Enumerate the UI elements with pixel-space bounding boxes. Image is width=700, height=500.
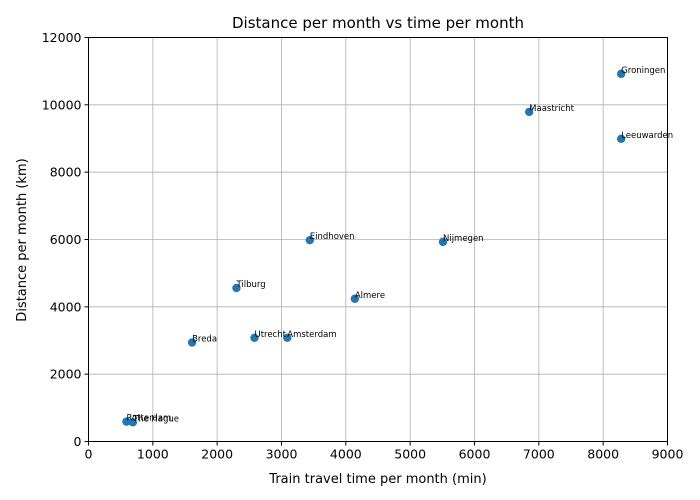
y-tick-label: 2000 <box>50 367 82 382</box>
data-point-label: The Hague <box>132 414 179 424</box>
x-tick-label: 4000 <box>330 447 362 462</box>
y-tick-label: 4000 <box>50 299 82 314</box>
y-axis-ticks: 0 2000 4000 6000 8000 10000 12000 <box>42 30 89 449</box>
data-point <box>128 418 138 427</box>
points-layer <box>122 69 626 427</box>
y-tick-label: 12000 <box>42 30 82 45</box>
x-axis-label: Train travel time per month (min) <box>268 472 486 487</box>
data-point <box>232 283 241 293</box>
y-tick-label: 6000 <box>50 232 82 247</box>
data-point-label: Almere <box>355 291 385 301</box>
x-tick-label: 2000 <box>201 447 233 462</box>
x-tick-label: 9000 <box>652 447 684 462</box>
data-point-label: Maastricht <box>529 104 574 114</box>
data-point-label: Eindhoven <box>310 232 355 242</box>
chart-title: Distance per month vs time per month <box>232 14 524 32</box>
x-tick-label: 3000 <box>266 447 298 462</box>
grid-layer <box>88 37 668 442</box>
x-tick-label: 0 <box>85 447 93 462</box>
x-tick-label: 6000 <box>459 447 491 462</box>
data-point-label: Utrecht <box>254 330 286 340</box>
data-point <box>122 417 131 426</box>
data-point <box>350 294 360 303</box>
data-point <box>283 333 292 343</box>
x-tick-label: 8000 <box>587 447 619 462</box>
data-point <box>616 134 626 144</box>
y-tick-label: 8000 <box>50 165 82 180</box>
data-point-label: Rotterdam <box>126 414 171 424</box>
x-tick-label: 5000 <box>394 447 426 462</box>
data-point <box>250 333 259 343</box>
x-tick-label: 1000 <box>137 447 169 462</box>
data-point-label: Nijmegen <box>443 234 484 244</box>
data-point-label: Amsterdam <box>287 330 336 340</box>
data-point <box>187 338 197 347</box>
data-point-label: Groningen <box>621 66 665 76</box>
data-point <box>305 235 315 245</box>
data-point-label: Tilburg <box>235 280 265 290</box>
y-tick-label: 0 <box>74 434 82 449</box>
data-point-label: Breda <box>192 335 217 345</box>
y-tick-label: 10000 <box>42 97 82 112</box>
x-tick-label: 7000 <box>523 447 555 462</box>
data-point <box>616 69 626 79</box>
data-point <box>524 107 534 117</box>
data-point-label: Leeuwarden <box>621 131 673 141</box>
x-axis-ticks: 0 1000 2000 3000 4000 5000 6000 7000 8000 9000 <box>85 441 684 462</box>
data-point <box>438 237 448 247</box>
y-axis-label: Distance per month (km) <box>15 158 30 321</box>
